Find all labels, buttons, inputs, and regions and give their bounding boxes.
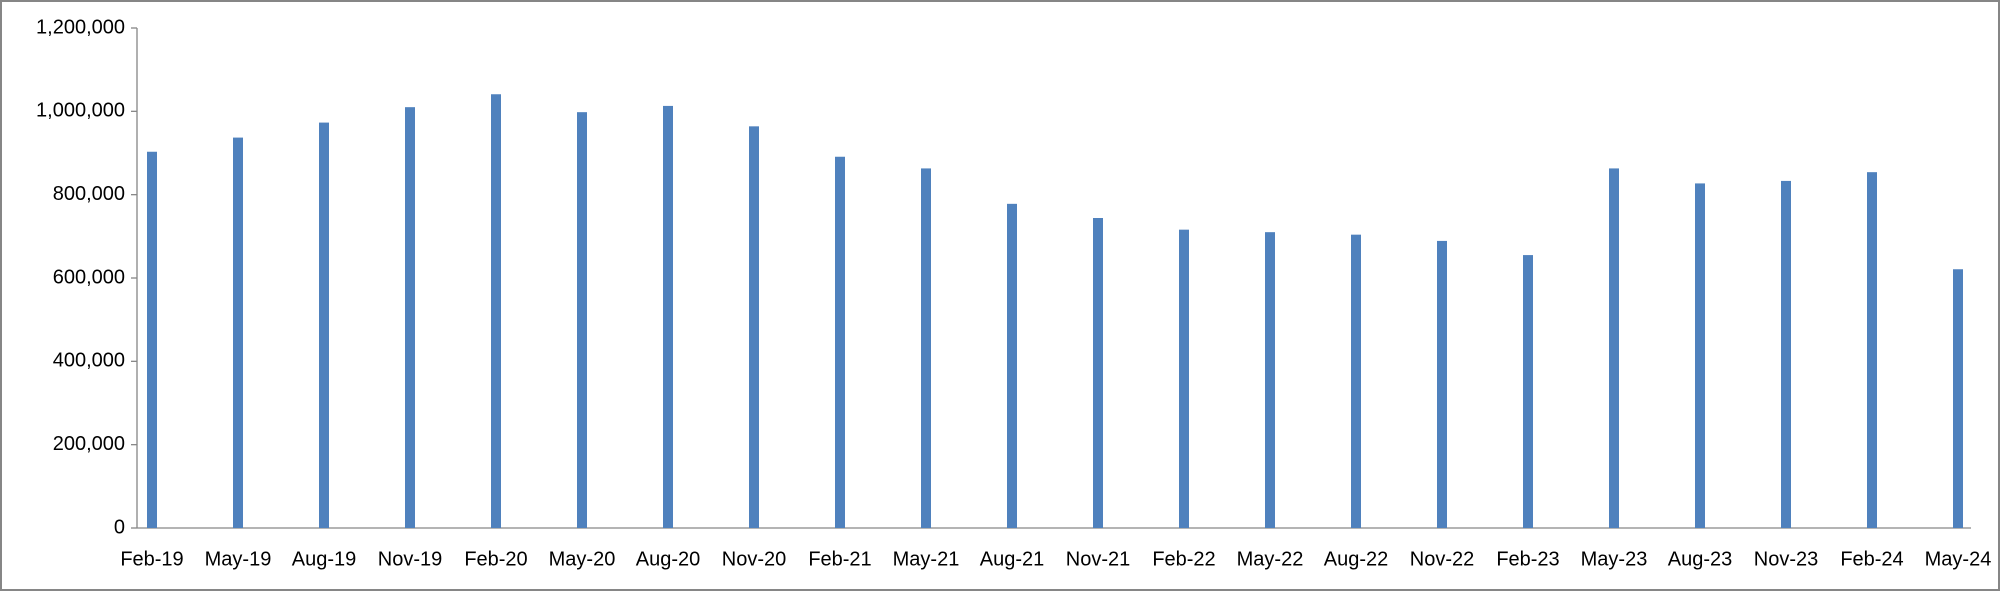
bar bbox=[921, 168, 931, 528]
bar bbox=[1179, 229, 1189, 528]
y-tick-label: 1,200,000 bbox=[36, 16, 125, 38]
x-tick-label: Nov-20 bbox=[722, 548, 786, 570]
bar bbox=[405, 107, 415, 529]
bar bbox=[1953, 269, 1963, 528]
x-tick-label: Aug-20 bbox=[636, 548, 701, 570]
x-tick-label: Feb-23 bbox=[1496, 548, 1559, 570]
bar bbox=[1609, 168, 1619, 528]
x-tick-label: Feb-21 bbox=[808, 548, 871, 570]
x-tick-label: Nov-23 bbox=[1754, 548, 1818, 570]
x-tick-label: Feb-20 bbox=[464, 548, 527, 570]
x-tick-label: Aug-19 bbox=[292, 548, 357, 570]
bar bbox=[1351, 234, 1361, 528]
x-tick-label: Nov-19 bbox=[378, 548, 442, 570]
x-tick-label: Feb-24 bbox=[1840, 548, 1903, 570]
x-tick-label: May-20 bbox=[549, 548, 616, 570]
bar bbox=[147, 151, 157, 528]
bar bbox=[1781, 180, 1791, 528]
x-tick-label: Feb-19 bbox=[120, 548, 183, 570]
bar bbox=[1523, 255, 1533, 529]
x-tick-label: May-22 bbox=[1237, 548, 1304, 570]
bar bbox=[1867, 172, 1877, 528]
bar bbox=[491, 94, 501, 528]
y-tick-label: 200,000 bbox=[53, 433, 125, 455]
bar bbox=[835, 156, 845, 528]
bar bbox=[1437, 240, 1447, 528]
x-tick-label: May-24 bbox=[1925, 548, 1992, 570]
bar bbox=[1007, 203, 1017, 529]
bar bbox=[233, 137, 243, 529]
bar bbox=[577, 112, 587, 529]
bar bbox=[319, 122, 329, 528]
x-tick-label: Feb-22 bbox=[1152, 548, 1215, 570]
bar bbox=[1695, 183, 1705, 528]
y-tick-label: 400,000 bbox=[53, 350, 125, 372]
y-tick-label: 1,000,000 bbox=[36, 100, 125, 122]
x-tick-label: Aug-21 bbox=[980, 548, 1045, 570]
x-tick-label: May-19 bbox=[205, 548, 272, 570]
x-tick-label: May-21 bbox=[893, 548, 960, 570]
x-tick-label: Nov-22 bbox=[1410, 548, 1474, 570]
bar bbox=[1265, 232, 1275, 528]
x-tick-label: Aug-22 bbox=[1324, 548, 1389, 570]
x-tick-label: Aug-23 bbox=[1668, 548, 1733, 570]
y-tick-label: 0 bbox=[114, 516, 125, 538]
y-tick-label: 600,000 bbox=[53, 266, 125, 288]
y-tick-label: 800,000 bbox=[53, 183, 125, 205]
x-tick-label: Nov-21 bbox=[1066, 548, 1130, 570]
bar bbox=[749, 126, 759, 528]
bar bbox=[1093, 218, 1103, 528]
bar bbox=[663, 105, 673, 529]
x-tick-label: May-23 bbox=[1581, 548, 1648, 570]
